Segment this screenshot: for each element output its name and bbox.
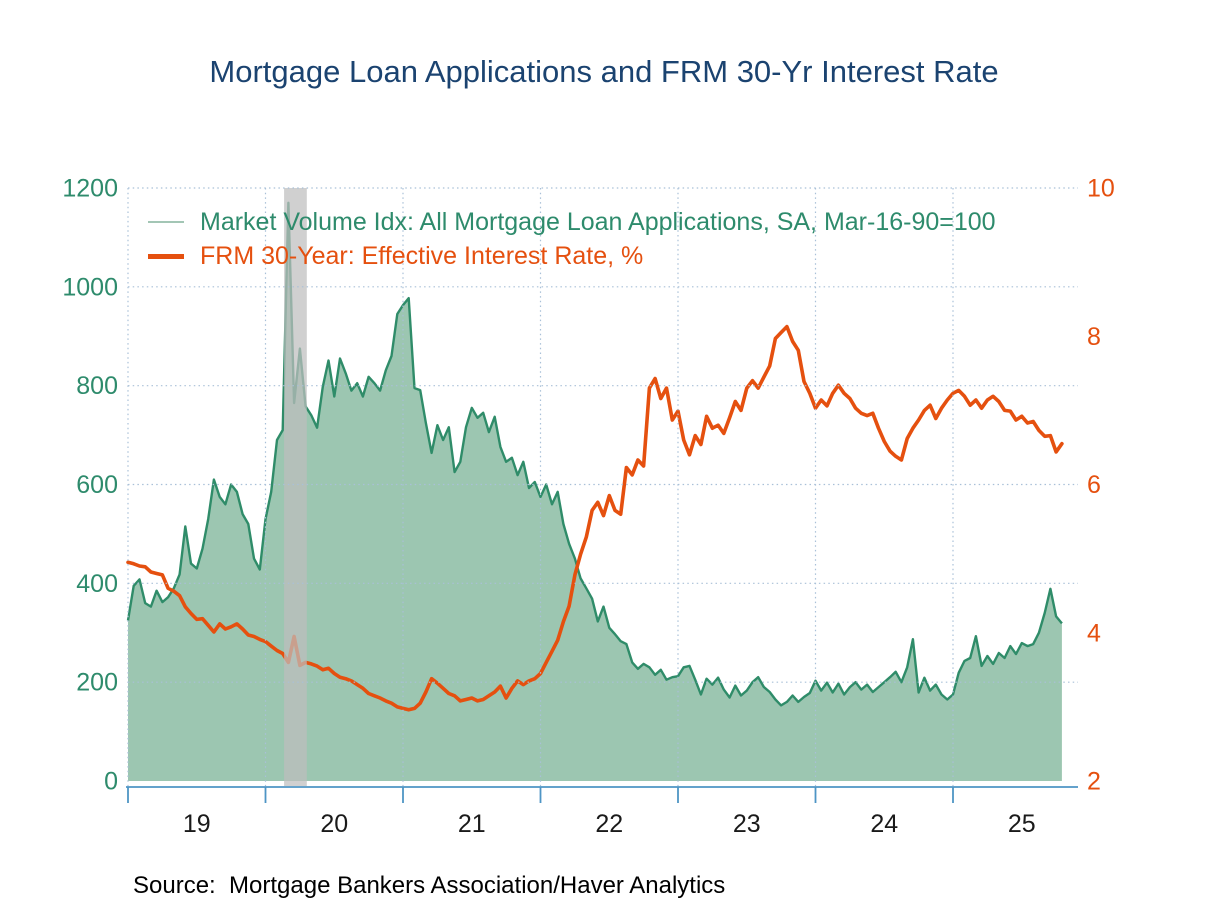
chart-title: Mortgage Loan Applications and FRM 30-Yr… bbox=[209, 54, 999, 89]
x-axis-tick-label: 25 bbox=[1008, 810, 1036, 838]
x-axis-tick-label: 20 bbox=[320, 810, 348, 838]
x-axis-tick-label: 24 bbox=[870, 810, 898, 838]
source-note: Source: Mortgage Bankers Association/Hav… bbox=[133, 872, 726, 899]
x-axis-tick-label: 19 bbox=[183, 810, 211, 838]
left-axis-tick-label: 400 bbox=[76, 570, 118, 598]
right-axis-tick-label: 8 bbox=[1087, 323, 1101, 351]
left-axis-tick-label: 1200 bbox=[62, 175, 118, 203]
legend-item-rate: FRM 30-Year: Effective Interest Rate, % bbox=[148, 239, 996, 273]
legend-item-volume: Market Volume Idx: All Mortgage Loan App… bbox=[148, 205, 996, 239]
right-axis-tick-label: 10 bbox=[1087, 175, 1115, 203]
x-axis-tick-label: 23 bbox=[733, 810, 761, 838]
right-axis-tick-label: 4 bbox=[1087, 619, 1101, 647]
x-axis-tick-label: 22 bbox=[595, 810, 623, 838]
rate-series-line-swatch bbox=[148, 253, 184, 259]
left-axis-tick-label: 800 bbox=[76, 372, 118, 400]
x-axis-tick-label: 21 bbox=[458, 810, 486, 838]
volume-series-line-swatch bbox=[148, 221, 184, 223]
left-axis-tick-label: 600 bbox=[76, 471, 118, 499]
recession-band bbox=[284, 188, 307, 786]
legend-label-rate: FRM 30-Year: Effective Interest Rate, % bbox=[200, 241, 644, 270]
left-axis-tick-label: 200 bbox=[76, 669, 118, 697]
right-axis-tick-label: 2 bbox=[1087, 768, 1101, 796]
legend: Market Volume Idx: All Mortgage Loan App… bbox=[148, 205, 996, 273]
volume-area-fill bbox=[128, 202, 1062, 782]
legend-label-volume: Market Volume Idx: All Mortgage Loan App… bbox=[200, 207, 996, 236]
left-axis-tick-label: 0 bbox=[104, 768, 118, 796]
left-axis-tick-label: 1000 bbox=[62, 273, 118, 301]
rate-line-series bbox=[126, 324, 1064, 712]
volume-area-outline bbox=[126, 201, 1063, 707]
right-axis-tick-label: 6 bbox=[1087, 471, 1101, 499]
